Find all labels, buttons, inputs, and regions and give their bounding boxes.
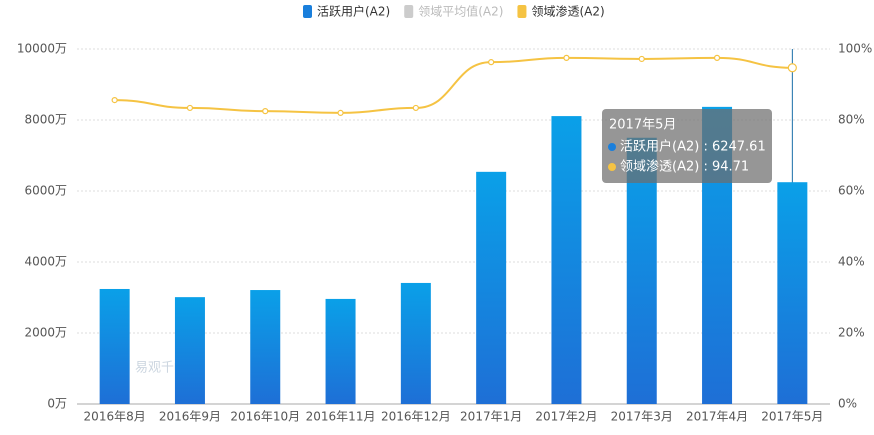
x-tick-label: 2016年9月 — [159, 410, 221, 424]
x-tick-label: 2017年2月 — [535, 410, 597, 424]
legend-label[interactable]: 领域平均值(A2) — [418, 4, 503, 19]
line-point — [262, 108, 269, 115]
y2-tick-label: 80% — [838, 113, 865, 127]
bar — [400, 282, 431, 404]
tooltip-line: 活跃用户(A2) : 6247.61 — [620, 139, 766, 155]
y-tick-label: 8000万 — [24, 113, 67, 127]
tooltip-dot — [608, 143, 616, 151]
line-point — [563, 54, 570, 61]
y-tick-label: 2000万 — [24, 326, 67, 340]
bar — [174, 297, 205, 404]
x-tick-label: 2017年1月 — [460, 410, 522, 424]
line-point — [787, 63, 797, 73]
y2-tick-label: 40% — [838, 255, 865, 269]
x-tick-label: 2016年12月 — [381, 410, 451, 424]
y2-tick-label: 100% — [838, 42, 872, 56]
tooltip-title: 2017年5月 — [609, 118, 676, 133]
x-tick-label: 2016年11月 — [306, 410, 376, 424]
bar — [99, 288, 130, 404]
line-point — [488, 59, 495, 66]
x-tick-label: 2017年4月 — [686, 410, 748, 424]
tooltip-box — [602, 109, 772, 183]
x-tick-label: 2017年3月 — [611, 410, 673, 424]
line-point — [186, 104, 194, 112]
watermark: 易观千帆 — [135, 361, 187, 376]
bar — [325, 298, 356, 404]
y2-tick-label: 20% — [838, 326, 865, 340]
bar — [250, 290, 281, 404]
x-tick-label: 2016年10月 — [230, 410, 300, 424]
y-tick-label: 0万 — [47, 397, 67, 411]
bar — [551, 116, 582, 404]
y2-tick-label: 60% — [838, 184, 865, 198]
bar — [476, 171, 507, 404]
line-point — [638, 55, 645, 63]
tooltip-dot — [608, 163, 616, 171]
x-tick-label: 2017年5月 — [761, 410, 823, 424]
line-point — [713, 54, 721, 61]
legend-label[interactable]: 活跃用户(A2) — [317, 4, 390, 19]
legend-swatch — [303, 5, 312, 18]
y-tick-label: 10000万 — [17, 42, 67, 56]
x-tick-label: 2016年8月 — [84, 410, 146, 424]
line-point — [412, 104, 419, 112]
y-tick-label: 6000万 — [24, 184, 67, 198]
legend-swatch — [517, 5, 527, 18]
line-point — [111, 97, 118, 104]
legend-swatch — [404, 5, 414, 18]
bar — [777, 182, 808, 404]
legend-label[interactable]: 领域渗透(A2) — [531, 4, 604, 19]
line — [114, 56, 793, 114]
tooltip-line: 领域渗透(A2) : 94.71 — [620, 160, 749, 175]
y-tick-label: 4000万 — [24, 255, 67, 269]
line-point — [337, 109, 344, 117]
y2-tick-label: 0% — [838, 397, 857, 411]
